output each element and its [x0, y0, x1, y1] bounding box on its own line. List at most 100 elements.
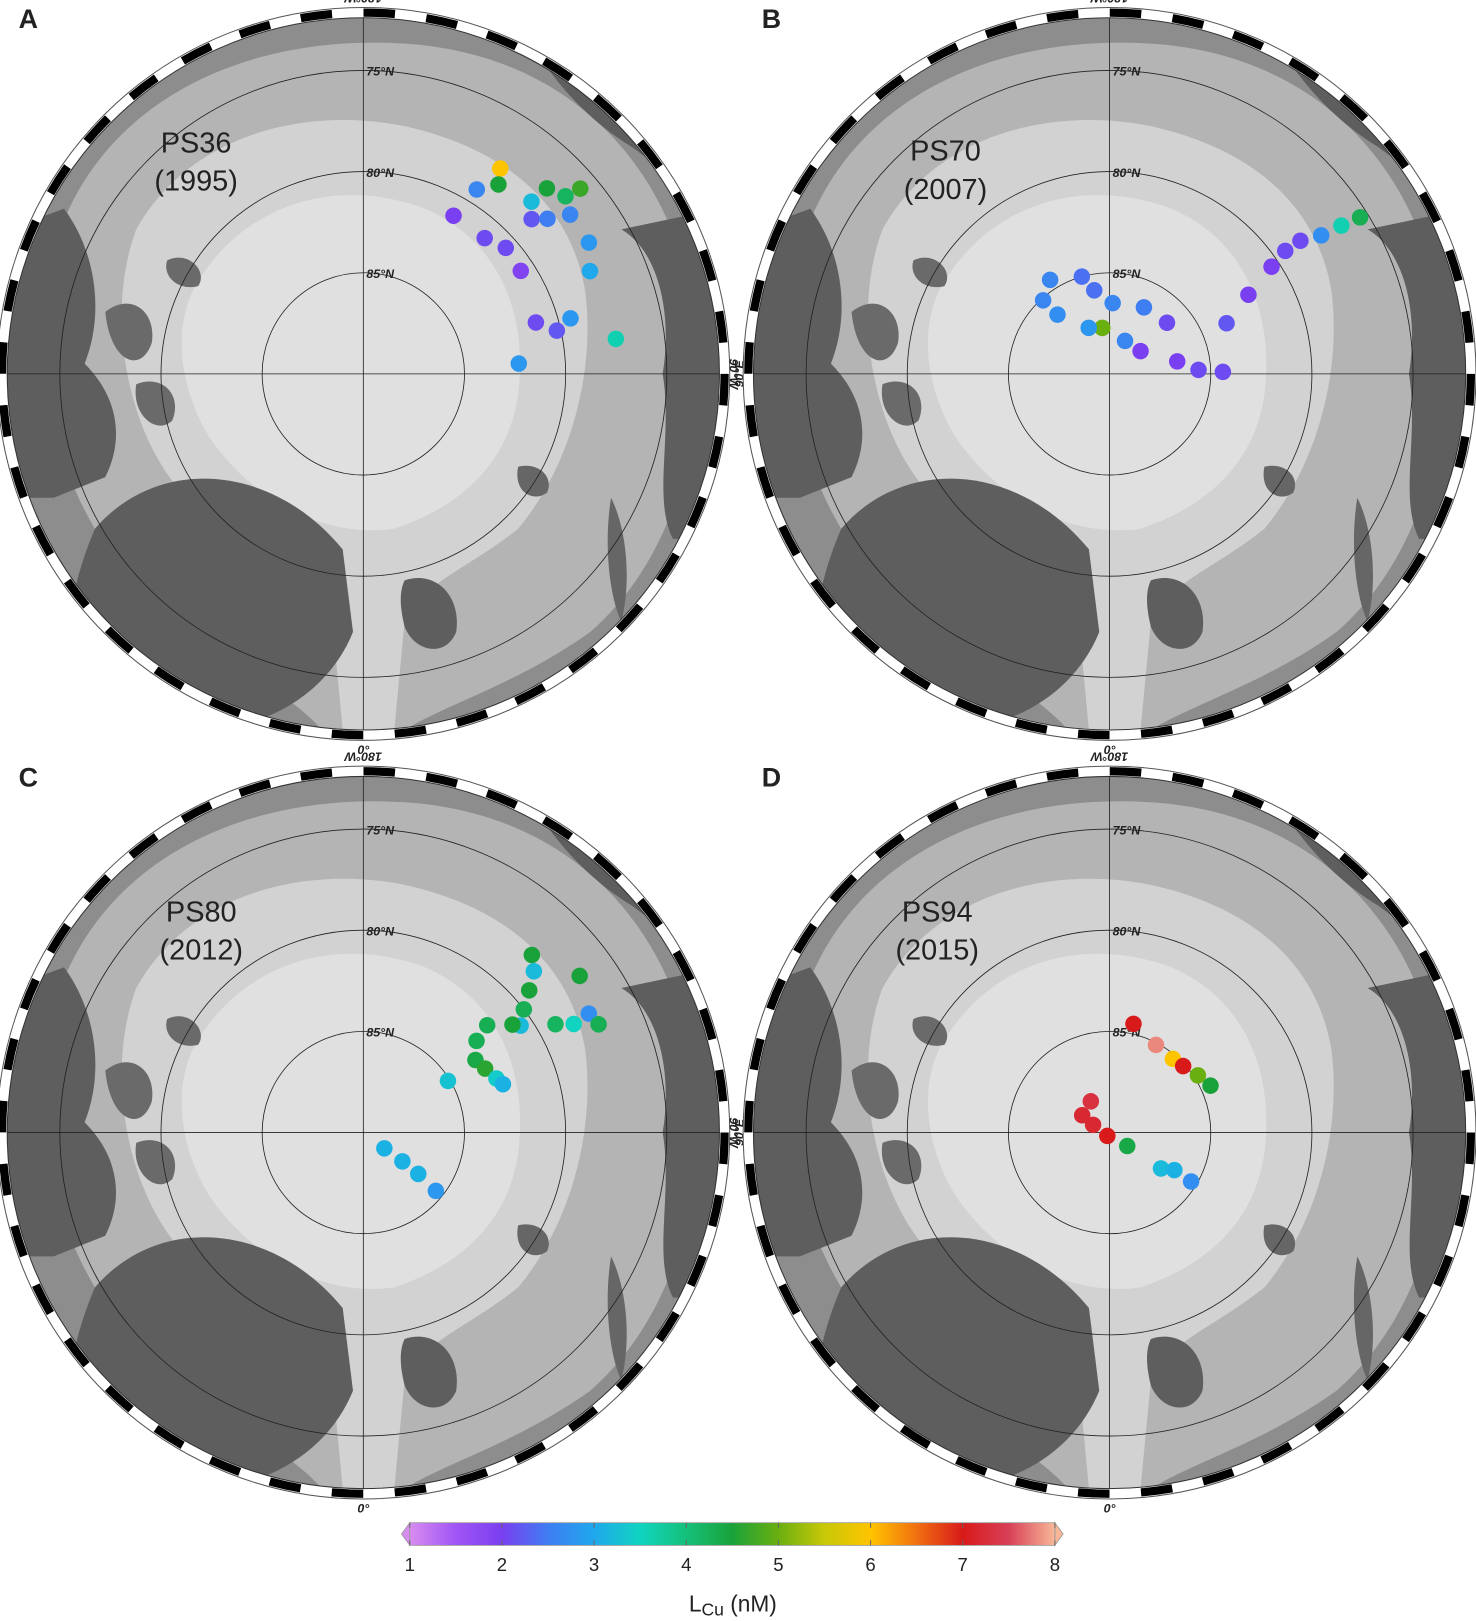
- panel-letter: C: [19, 763, 38, 793]
- cruise-label: PS70: [910, 136, 981, 168]
- panel-letter: B: [762, 4, 781, 34]
- station: [410, 1165, 427, 1183]
- station: [1312, 227, 1330, 244]
- station: [1034, 292, 1052, 309]
- latitude-label: 80°N: [366, 925, 395, 939]
- longitude-label: 0°: [357, 1502, 370, 1516]
- latitude-label: 80°N: [366, 166, 395, 180]
- longitude-label: 90°W: [727, 1117, 741, 1149]
- station: [581, 262, 599, 280]
- colorbar-extend-high: [1054, 1521, 1064, 1547]
- station: [510, 355, 528, 372]
- station: [1073, 1107, 1091, 1124]
- longitude-label: 0°: [357, 743, 370, 757]
- station: [1214, 363, 1232, 381]
- station: [1094, 319, 1111, 337]
- frame-ring-dashes: [0, 8, 729, 740]
- station: [1182, 1173, 1200, 1190]
- station: [1190, 361, 1207, 379]
- station: [571, 180, 589, 197]
- station: [1158, 314, 1176, 332]
- frame-edge: [742, 765, 1476, 1500]
- station: [515, 1001, 533, 1018]
- station: [394, 1153, 411, 1170]
- station: [1292, 232, 1309, 250]
- latitude-label: 75°N: [1113, 65, 1142, 79]
- station: [1147, 1036, 1165, 1054]
- colorbar-tick-label: 7: [958, 1554, 968, 1575]
- frame-edge: [0, 765, 731, 1500]
- cruise-year: (2007): [904, 174, 988, 206]
- station: [490, 176, 507, 193]
- latitude-label: 80°N: [1113, 925, 1142, 939]
- latitude-label: 85°N: [366, 267, 395, 281]
- cruise-label: PS36: [161, 127, 232, 159]
- station: [525, 963, 543, 980]
- colorbar-tick-label: 5: [773, 1554, 783, 1575]
- panel-letter: A: [19, 4, 38, 34]
- station: [1084, 1116, 1102, 1134]
- colorbar-tick-label: 8: [1050, 1554, 1060, 1575]
- cruise-year: (2015): [895, 935, 979, 967]
- label-sub: Cu: [701, 1599, 723, 1619]
- station: [1263, 258, 1280, 275]
- station: [565, 1015, 582, 1033]
- cruise-year: (2012): [160, 935, 244, 967]
- station: [1333, 217, 1350, 234]
- station: [1099, 1127, 1116, 1145]
- frame-edge: [0, 7, 731, 741]
- frame-ring-dashes: [744, 767, 1475, 1498]
- frame-ring-dashes: [0, 767, 729, 1498]
- station: [562, 310, 579, 327]
- station: [439, 1072, 457, 1090]
- station: [1132, 342, 1149, 360]
- latitude-label: 75°N: [1113, 823, 1142, 837]
- station: [497, 239, 515, 257]
- longitude-label: 180°W: [343, 0, 382, 5]
- station: [1189, 1067, 1207, 1084]
- station: [1218, 315, 1235, 332]
- station: [476, 1060, 494, 1077]
- colorbar-tick-label: 2: [497, 1554, 507, 1575]
- station: [520, 982, 538, 999]
- label-main: L: [689, 1590, 702, 1616]
- station: [539, 210, 556, 228]
- latitude-label: 75°N: [366, 65, 395, 79]
- colorbar-label: LCu (nM): [689, 1590, 777, 1619]
- station: [527, 314, 545, 331]
- station: [1152, 1160, 1170, 1177]
- station: [1135, 299, 1153, 316]
- station: [580, 234, 598, 251]
- colorbar-tick-label: 4: [681, 1554, 691, 1575]
- latitude-label: 80°N: [1113, 166, 1142, 180]
- station: [376, 1140, 393, 1157]
- cruise-label: PS94: [902, 896, 973, 928]
- station: [561, 206, 579, 223]
- latitude-label: 85°N: [1113, 267, 1142, 281]
- station: [571, 967, 588, 985]
- longitude-label: 180°W: [343, 750, 382, 764]
- station: [476, 229, 493, 247]
- station: [580, 1005, 598, 1022]
- latitude-label: 75°N: [366, 823, 395, 837]
- station: [1085, 282, 1103, 299]
- station: [557, 188, 574, 205]
- station: [548, 322, 566, 339]
- colorbar-tick-label: 3: [589, 1554, 599, 1575]
- station: [1168, 353, 1186, 370]
- colorbar-tick-label: 1: [405, 1554, 415, 1575]
- label-unit: (nM): [724, 1590, 777, 1616]
- station: [478, 1016, 496, 1034]
- station: [523, 946, 541, 964]
- station: [1041, 271, 1059, 289]
- station: [427, 1182, 445, 1200]
- station: [1125, 1015, 1142, 1033]
- station: [607, 330, 625, 348]
- station: [468, 1032, 485, 1050]
- frame-edge: [742, 7, 1476, 741]
